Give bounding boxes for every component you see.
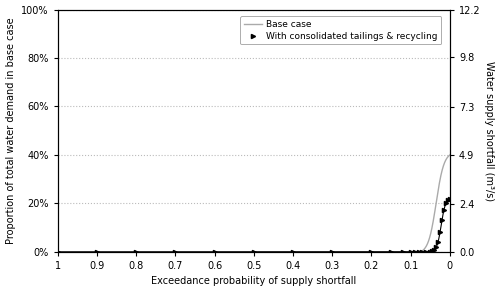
With consolidated tailings & recycling <box>251 250 257 254</box>
With consolidated tailings & recycling <box>400 250 406 254</box>
Legend: Base case, With consolidated tailings & recycling: Base case, With consolidated tailings & … <box>240 16 442 44</box>
With consolidated tailings & recycling <box>439 218 445 222</box>
Base case <box>242 250 248 254</box>
With consolidated tailings & recycling <box>424 250 430 254</box>
With consolidated tailings & recycling <box>412 250 418 254</box>
With consolidated tailings & recycling <box>443 201 449 205</box>
With consolidated tailings & recycling <box>441 208 447 211</box>
With consolidated tailings & recycling <box>54 250 60 254</box>
With consolidated tailings & recycling <box>437 230 443 234</box>
With consolidated tailings & recycling <box>416 250 422 254</box>
With consolidated tailings & recycling <box>329 250 335 254</box>
Base case <box>438 173 444 177</box>
With consolidated tailings & recycling <box>408 250 414 254</box>
With consolidated tailings & recycling <box>388 250 394 254</box>
Line: With consolidated tailings & recycling: With consolidated tailings & recycling <box>56 197 452 254</box>
With consolidated tailings & recycling <box>433 245 439 249</box>
With consolidated tailings & recycling <box>447 197 453 200</box>
With consolidated tailings & recycling <box>212 250 218 254</box>
With consolidated tailings & recycling <box>435 240 441 243</box>
With consolidated tailings & recycling <box>290 250 296 254</box>
With consolidated tailings & recycling <box>172 250 178 254</box>
Base case <box>165 250 171 254</box>
Y-axis label: Water supply shortfall (m³/s): Water supply shortfall (m³/s) <box>484 61 494 201</box>
With consolidated tailings & recycling <box>430 249 436 253</box>
With consolidated tailings & recycling <box>133 250 139 254</box>
With consolidated tailings & recycling <box>368 250 374 254</box>
Base case <box>366 250 372 254</box>
Base case <box>447 153 453 157</box>
Base case <box>54 250 60 254</box>
With consolidated tailings & recycling <box>420 250 426 254</box>
Line: Base case: Base case <box>58 155 450 252</box>
Base case <box>126 250 132 254</box>
Base case <box>430 220 436 223</box>
Y-axis label: Proportion of total water demand in base case: Proportion of total water demand in base… <box>6 18 16 244</box>
With consolidated tailings & recycling <box>94 250 100 254</box>
With consolidated tailings & recycling <box>431 248 437 252</box>
X-axis label: Exceedance probability of supply shortfall: Exceedance probability of supply shortfa… <box>151 277 356 286</box>
With consolidated tailings & recycling <box>428 250 434 253</box>
With consolidated tailings & recycling <box>445 198 451 202</box>
